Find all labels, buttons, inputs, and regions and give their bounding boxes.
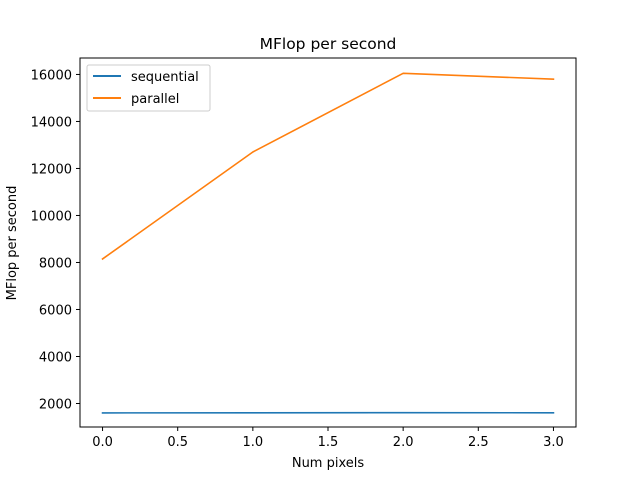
- y-axis-ticks: 2000 4000 6000 8000 10000 12000 14000 16000: [31, 68, 80, 412]
- x-tick-label: 0.5: [167, 435, 188, 450]
- chart-title: MFlop per second: [260, 35, 397, 53]
- x-tick-label: 1.0: [243, 435, 264, 450]
- y-tick-label: 4000: [39, 350, 72, 365]
- legend-label-sequential: sequential: [131, 70, 199, 85]
- x-tick-label: 3.0: [543, 435, 564, 450]
- series-line-parallel: [101, 72, 555, 261]
- plot-lines: [101, 72, 555, 414]
- x-axis-label: Num pixels: [292, 456, 365, 471]
- y-tick-label: 8000: [39, 256, 72, 271]
- y-tick-label: 12000: [31, 162, 72, 177]
- y-tick-label: 2000: [39, 397, 72, 412]
- legend-label-parallel: parallel: [131, 92, 179, 107]
- y-tick-label: 14000: [31, 115, 72, 130]
- y-tick-label: 6000: [39, 303, 72, 318]
- y-axis-label: MFlop per second: [5, 186, 20, 301]
- x-tick-label: 0.0: [92, 435, 113, 450]
- x-tick-label: 2.0: [393, 435, 414, 450]
- legend: sequential parallel: [86, 64, 211, 112]
- x-tick-label: 2.5: [468, 435, 489, 450]
- y-tick-label: 10000: [31, 209, 72, 224]
- y-tick-label: 16000: [31, 68, 72, 83]
- x-axis-ticks: 0.0 0.5 1.0 1.5 2.0 2.5 3.0: [92, 427, 564, 450]
- x-tick-label: 1.5: [318, 435, 339, 450]
- plot-area-frame: [79, 57, 577, 428]
